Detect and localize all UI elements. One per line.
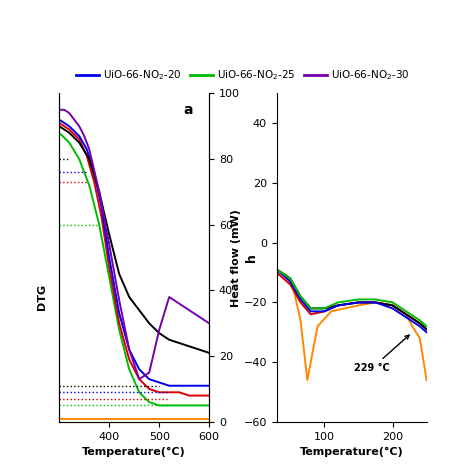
Text: DTG: DTG bbox=[37, 284, 47, 310]
X-axis label: Temperature(°C): Temperature(°C) bbox=[82, 447, 186, 457]
Text: 229 °C: 229 °C bbox=[354, 335, 409, 373]
Y-axis label: Heat flow (mW): Heat flow (mW) bbox=[231, 209, 241, 307]
Legend: UiO-66-NO$_2$-20, UiO-66-NO$_2$-25, UiO-66-NO$_2$-30: UiO-66-NO$_2$-20, UiO-66-NO$_2$-25, UiO-… bbox=[72, 64, 414, 86]
Y-axis label: h: h bbox=[246, 253, 258, 262]
X-axis label: Temperature(°C): Temperature(°C) bbox=[300, 447, 403, 457]
Text: a: a bbox=[184, 103, 193, 117]
